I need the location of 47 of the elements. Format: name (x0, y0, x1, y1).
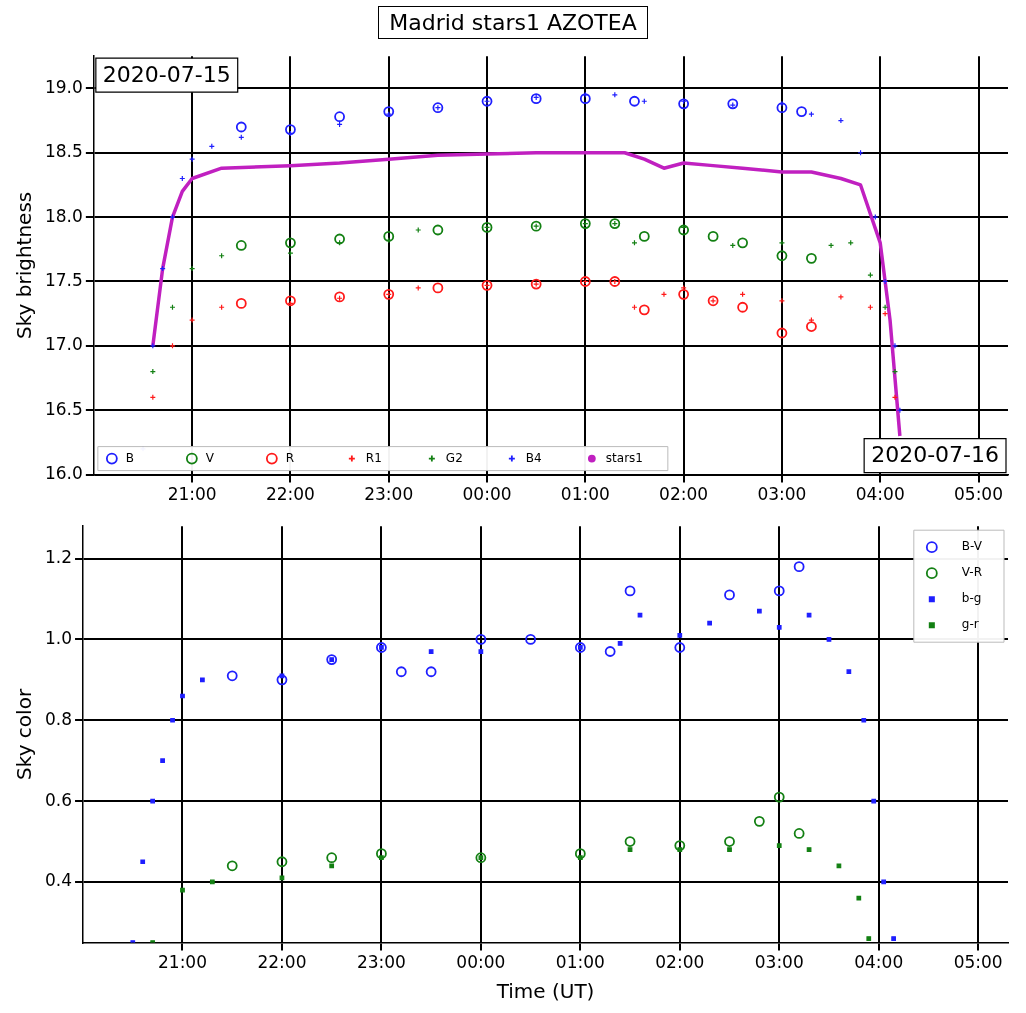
y-tick-label: 0.6 (44, 789, 73, 810)
chart-title: Madrid stars1 AZOTEA (378, 6, 648, 39)
annotation: 2020-07-16 (871, 442, 1000, 468)
y-tick-label: 18.0 (44, 205, 83, 226)
x-tick-label: 02:00 (655, 952, 705, 973)
y-tick-label: 1.2 (44, 546, 73, 567)
y-tick-label: 0.8 (44, 708, 73, 729)
x-tick-label: 00:00 (456, 952, 506, 973)
y-axis-title: Sky brightness (12, 191, 37, 340)
legend-label: R1 (365, 450, 382, 465)
legend-label: V-R (961, 565, 983, 580)
y-tick-label: 16.5 (44, 398, 83, 419)
x-tick-label: 05:00 (953, 952, 1003, 973)
x-tick-label: 22:00 (257, 952, 307, 973)
legend-label: B-V (961, 539, 983, 554)
legend-label: B (125, 450, 135, 465)
annotation: 2020-07-15 (102, 61, 231, 87)
legend-label: G2 (445, 450, 463, 465)
x-tick-label: 23:00 (364, 484, 414, 505)
y-tick-label: 16.0 (44, 463, 83, 484)
y-tick-label: 17.0 (44, 334, 83, 355)
y-tick-label: 0.4 (44, 870, 73, 891)
y-axis-title: Sky color (12, 688, 37, 780)
legend-label: V (205, 450, 215, 465)
y-tick-label: 17.5 (44, 269, 83, 290)
x-tick-label: 23:00 (356, 952, 406, 973)
x-tick-label: 05:00 (954, 484, 1004, 505)
x-axis-title: Time (UT) (495, 979, 595, 1004)
legend-label: R (285, 450, 295, 465)
x-tick-label: 21:00 (157, 952, 207, 973)
legend-label: g-r (961, 617, 979, 632)
x-tick-label: 01:00 (560, 484, 610, 505)
x-tick-label: 03:00 (754, 952, 804, 973)
x-tick-label: 22:00 (265, 484, 315, 505)
y-tick-label: 1.0 (44, 627, 73, 648)
y-tick-label: 19.0 (44, 76, 83, 97)
x-tick-label: 04:00 (855, 484, 905, 505)
x-tick-label: 03:00 (757, 484, 807, 505)
x-tick-label: 01:00 (555, 952, 605, 973)
x-tick-label: 00:00 (462, 484, 512, 505)
legend-label: stars1 (605, 450, 643, 465)
x-tick-label: 21:00 (167, 484, 217, 505)
legend-label: B4 (525, 450, 542, 465)
legend-label: b-g (961, 591, 982, 606)
y-tick-label: 18.5 (44, 141, 83, 162)
x-tick-label: 02:00 (659, 484, 709, 505)
x-tick-label: 04:00 (854, 952, 904, 973)
